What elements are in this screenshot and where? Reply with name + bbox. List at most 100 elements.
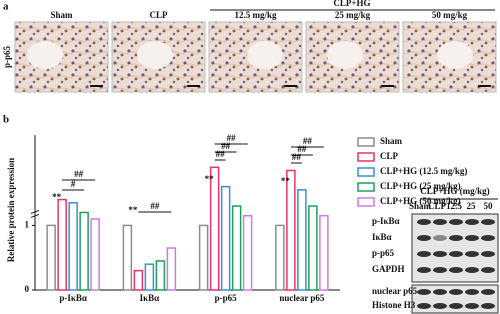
band [417,303,431,309]
sig-label: ## [150,201,160,211]
sig-label: ## [227,133,237,143]
bar [220,185,231,291]
blot-group-label: CLP+HG (mg/kg) [420,186,489,196]
bar [166,247,177,291]
bar [209,166,220,291]
sig-label: ** [281,176,291,186]
column-label: 50 mg/kg [432,10,468,20]
panel-label: b [3,114,9,126]
y-axis-label: Relative protein expression [6,158,16,262]
band [465,219,479,225]
airspace [247,41,283,69]
sig-label: ## [216,149,226,159]
sig-label: # [71,179,76,189]
column-label: Sham [50,10,73,20]
legend-label: CLP+HG (50 mg/kg) [380,196,461,206]
bar [275,224,285,291]
sig-label: ## [221,141,231,151]
airspace [437,41,473,69]
blot-row-label: p-p65 [372,248,395,258]
lane-label: 25 [467,201,477,211]
band [417,267,431,273]
legend-label: CLP+HG (12.5 mg/kg) [380,166,467,176]
legend-swatch [357,182,375,192]
airspace [137,41,173,69]
blot-row-label: p-IκBα [372,216,400,226]
sig-label: ** [128,205,138,215]
column-label: 12.5 mg/kg [234,10,277,20]
sig-label: ## [297,144,307,154]
bar [308,205,318,291]
legend-swatch [357,167,375,177]
sig-label: ** [205,174,215,184]
bar [133,269,144,291]
band [433,267,447,273]
column-label: 25 mg/kg [335,10,371,20]
bar [198,224,209,291]
airspace [327,41,363,69]
band [481,289,495,295]
airspace [27,41,63,69]
axis-break [30,209,40,218]
lane-label: 50 [484,201,494,211]
bar [155,260,166,291]
legend-label: CLP [380,151,399,161]
lane-label: CLP [428,201,447,211]
band [449,289,463,295]
y-tick-label: 0 [25,284,30,294]
legend-swatch [357,197,375,207]
legend-swatch [357,137,375,147]
sig-label: ## [74,169,84,179]
bar [286,169,296,291]
band [465,289,479,295]
band [433,303,447,309]
blot-row-label: nuclear p65 [372,286,418,296]
band [481,235,495,241]
bar [122,224,133,291]
x-tick-label: p-p65 [215,293,238,303]
blot-row-label: GAPDH [372,264,405,274]
band [417,235,431,241]
band [433,251,447,257]
y-tick-label: 1 [25,219,30,229]
band [481,303,495,309]
x-tick-label: IκBα [140,293,160,303]
band [433,289,447,295]
legend-label: CLP+HG (25 mg/kg) [380,181,461,191]
sig-label: ## [303,136,313,146]
band [449,235,463,241]
x-tick-label: nuclear p65 [279,293,325,303]
sig-label: ** [52,192,62,202]
band [481,251,495,257]
band [465,251,479,257]
bar [297,189,307,291]
band [465,235,479,241]
bar [57,198,67,291]
band [417,289,431,295]
blot-row-label: IκBα [372,232,392,242]
band [465,267,479,273]
row-label: p-p65 [2,46,12,69]
blot-row-label: Histone H3 [372,300,416,310]
band [449,219,463,225]
bar [46,224,56,291]
band [449,251,463,257]
legend-swatch [357,152,375,162]
band [449,303,463,309]
band [433,235,447,241]
band [465,303,479,309]
group-label: CLP+HG [333,0,370,8]
bar [90,218,100,291]
band [481,267,495,273]
band [417,219,431,225]
bar [319,214,329,291]
lane-label: 12.5 [446,201,462,211]
x-tick-label: p-IκBα [59,293,87,303]
band [433,219,447,225]
bar [242,214,253,291]
legend-label: Sham [380,136,403,146]
bar [144,263,155,291]
column-label: CLP [150,10,169,20]
band [449,267,463,273]
band [481,219,495,225]
